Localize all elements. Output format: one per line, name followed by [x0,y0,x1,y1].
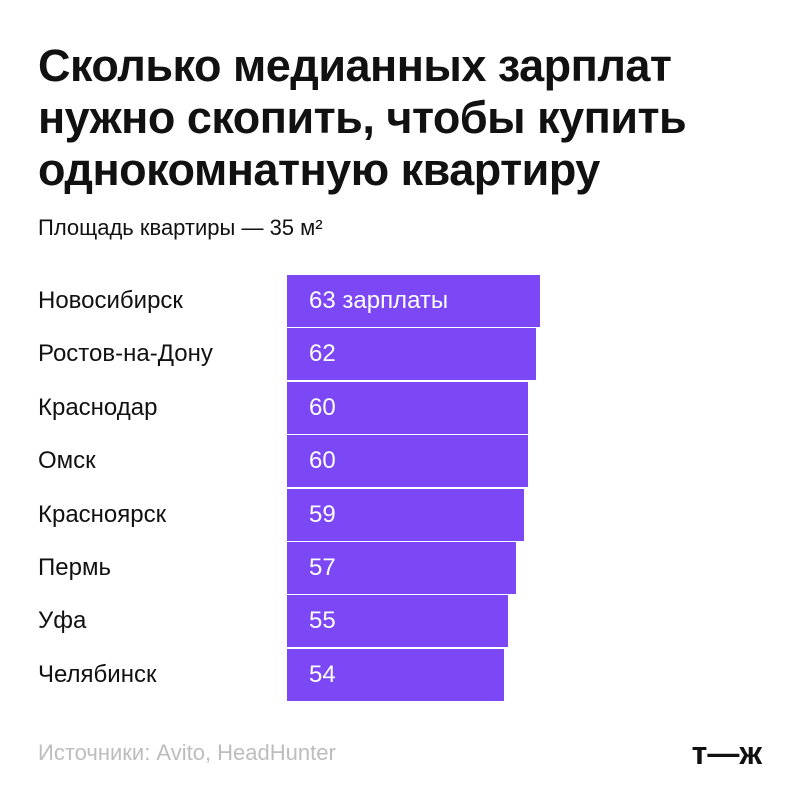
category-label: Омск [38,447,96,475]
value-label: 62 [309,340,336,368]
value-label: 60 [309,447,336,475]
category-label: Новосибирск [38,287,183,314]
category-label: Уфа [38,607,87,635]
category-label: Челябинск [38,660,157,688]
bar [287,648,504,701]
category-label: Ростов-на-Дону [38,340,213,368]
value-label: 54 [309,660,336,688]
value-label: 57 [309,554,336,581]
bar [287,488,524,541]
title-line: нужно скопить, чтобы купить [38,92,687,143]
value-label: 63 зарплаты [309,287,449,314]
title-line: Сколько медианных зарплат [38,40,672,91]
source-note: Источники: Avito, HeadHunter [38,740,336,765]
brand-logo: т—ж [691,735,762,771]
category-label: Краснодар [38,393,158,421]
chart-title: Сколько медианных зарплат нужно скопить,… [38,40,778,196]
bar [287,435,528,488]
value-label: 60 [309,393,336,421]
bar [287,275,540,327]
value-label: 55 [309,607,336,635]
chart-subtitle: Площадь квартиры — 35 м² [38,215,323,240]
bar [287,542,516,594]
title-line: однокомнатную квартиру [38,144,600,195]
bar [287,381,528,434]
bar [287,595,508,648]
value-label: 59 [309,500,336,528]
category-label: Красноярск [38,500,167,528]
bar [287,328,536,381]
category-label: Пермь [38,554,111,581]
